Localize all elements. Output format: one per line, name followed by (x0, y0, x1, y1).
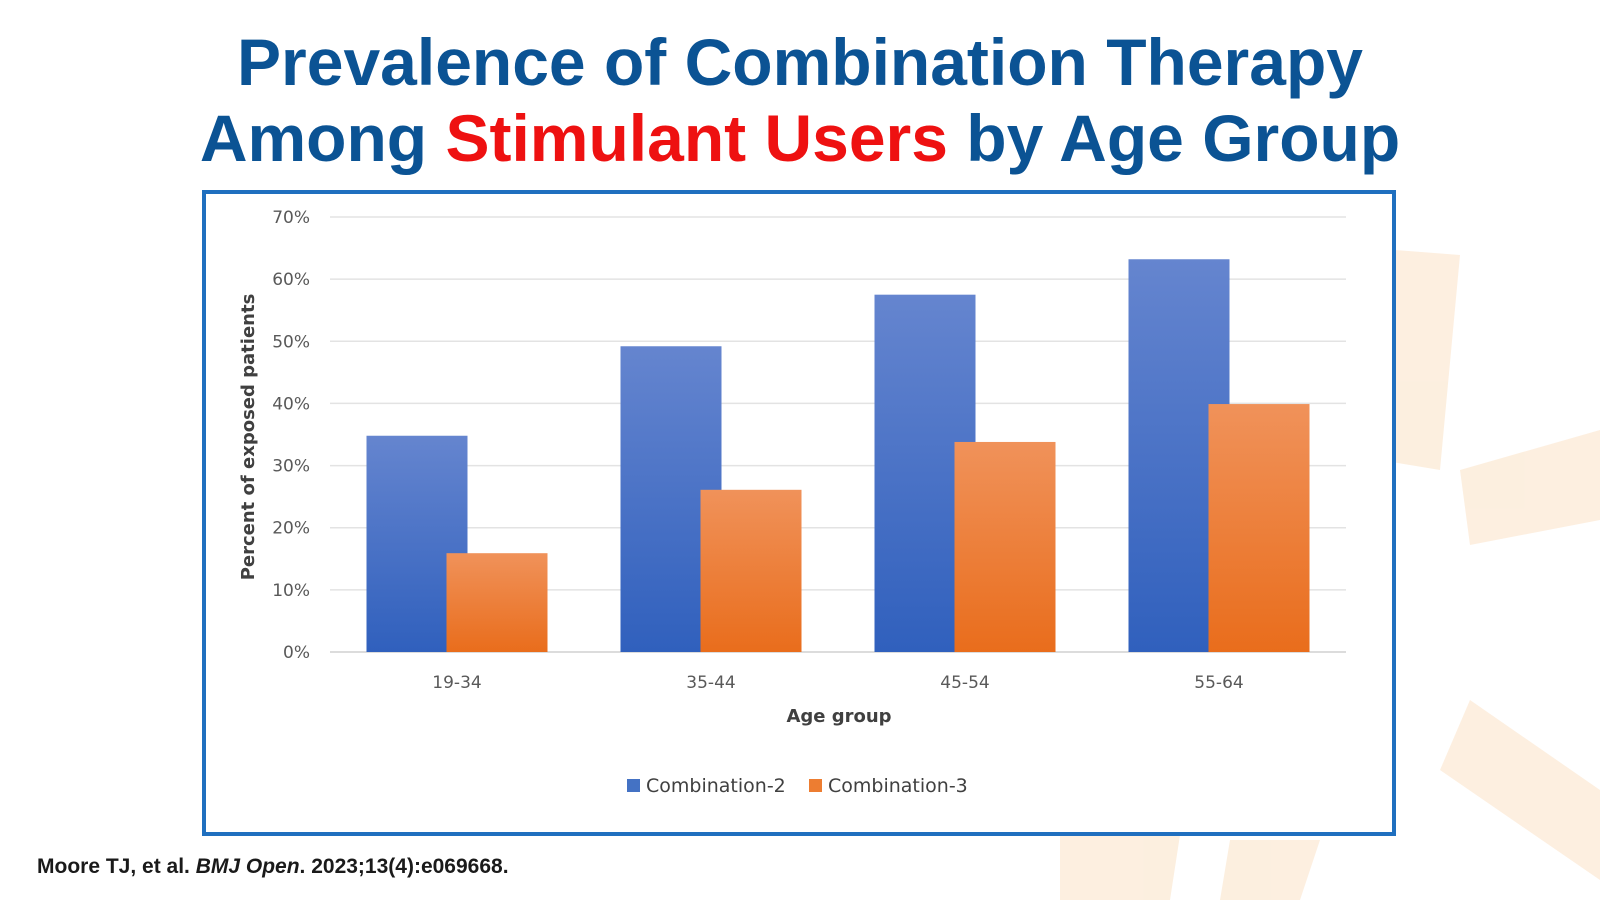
y-tick-label: 20% (272, 519, 310, 539)
chart-frame: 0% 10% 20% 30% 40% 50% 60% 70% 19-34 35-44 45-54 55… (202, 190, 1396, 836)
chart-legend: Combination-2 Combination-3 (627, 775, 968, 797)
x-tick-label: 35-44 (686, 673, 735, 693)
decor-shape (1220, 840, 1320, 900)
x-tick-label: 45-54 (940, 673, 989, 693)
y-tick-label: 0% (283, 643, 310, 663)
bar-chart: 0% 10% 20% 30% 40% 50% 60% 70% 19-34 35-44 45-54 55… (238, 208, 1346, 797)
citation: Moore TJ, et al. BMJ Open. 2023;13(4):e0… (37, 855, 509, 879)
legend-label-combination-2: Combination-2 (646, 775, 786, 797)
bar-combination-3-45-54 (954, 441, 1056, 652)
bar-combination-3-55-64 (1208, 404, 1310, 652)
title-text-suffix: by Age Group (947, 101, 1401, 175)
title-highlight: Stimulant Users (445, 101, 948, 175)
title-text-prefix: Among (199, 101, 446, 175)
x-tick-label: 55-64 (1194, 673, 1243, 693)
y-tick-label: 10% (272, 581, 310, 601)
citation-authors: Moore TJ, et al. (37, 855, 196, 878)
decor-shape (1440, 700, 1600, 880)
y-tick-label: 70% (272, 208, 310, 228)
x-tick-label: 19-34 (432, 673, 481, 693)
legend-swatch-combination-2 (627, 779, 640, 792)
y-tick-label: 50% (272, 332, 310, 352)
bar-combination-3-35-44 (700, 489, 802, 652)
citation-details: . 2023;13(4):e069668. (299, 855, 509, 878)
y-axis-title: Percent of exposed patients (238, 294, 259, 581)
legend-swatch-combination-3 (809, 779, 822, 792)
legend-label-combination-3: Combination-3 (828, 775, 968, 797)
y-tick-label: 30% (272, 457, 310, 477)
x-axis-title: Age group (786, 706, 891, 727)
page-title-line-1: Prevalence of Combination Therapy (237, 25, 1363, 99)
page-title-line-2: Among Stimulant Users by Age Group (0, 100, 1600, 176)
decor-shape (1460, 430, 1600, 545)
y-tick-label: 60% (272, 270, 310, 290)
decor-shape (1380, 250, 1460, 470)
bar-combination-3-19-34 (446, 553, 548, 652)
citation-journal: BMJ Open (195, 855, 300, 878)
y-tick-label: 40% (272, 394, 310, 414)
decor-shape (1060, 835, 1180, 900)
